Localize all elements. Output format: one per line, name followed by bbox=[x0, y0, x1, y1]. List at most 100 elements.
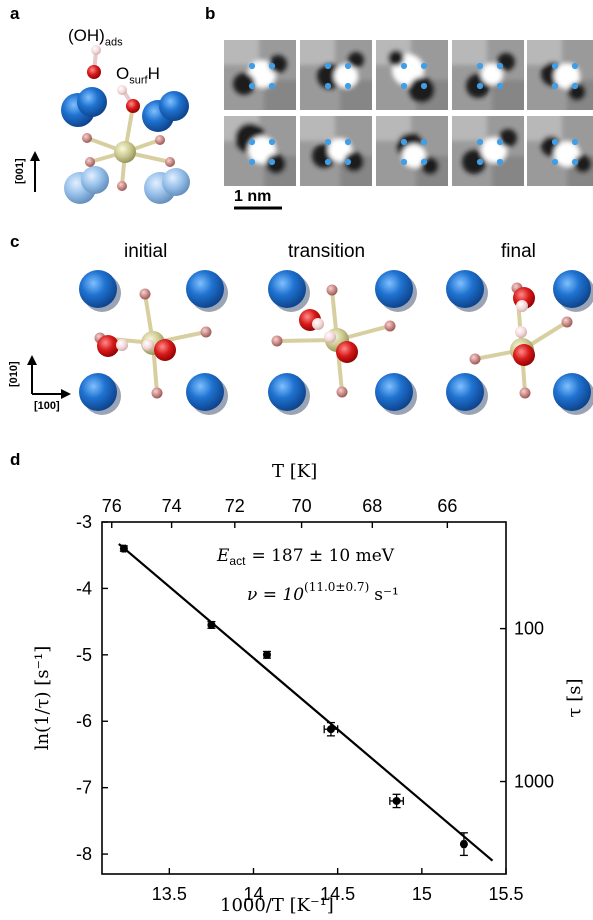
top-tick-label: 70 bbox=[292, 496, 312, 516]
top-tick-label: 68 bbox=[362, 496, 382, 516]
y-tick-label: -3 bbox=[76, 512, 92, 532]
oxygen-atom bbox=[126, 99, 140, 113]
panel-a-structure bbox=[30, 45, 190, 204]
lattice-dot bbox=[324, 138, 332, 146]
lattice-dot bbox=[476, 138, 484, 146]
x-axis-label: 1000/T [K⁻¹] bbox=[220, 895, 334, 916]
lattice-dot bbox=[551, 138, 559, 146]
hydrogen-atom bbox=[324, 331, 336, 343]
marker bbox=[392, 796, 401, 805]
ti-atom bbox=[375, 270, 413, 308]
o-atom bbox=[336, 386, 348, 398]
panel-label-d: d bbox=[10, 450, 21, 469]
o-atom bbox=[155, 135, 165, 145]
lattice-dot bbox=[400, 158, 408, 166]
lattice-dot bbox=[268, 158, 276, 166]
state-structure bbox=[79, 270, 228, 415]
lattice-dot bbox=[420, 82, 428, 90]
x-tick-label: 15.5 bbox=[488, 884, 523, 904]
x-tick-label: 14.5 bbox=[320, 884, 355, 904]
ti-atom-lower bbox=[162, 168, 190, 196]
top-axis-label: T [K] bbox=[272, 461, 317, 482]
ti-atom bbox=[446, 270, 484, 308]
scale-bar-label: 1 nm bbox=[234, 188, 272, 205]
top-tick-label: 66 bbox=[437, 496, 457, 516]
top-tick-label: 72 bbox=[225, 496, 245, 516]
lattice-dot bbox=[248, 158, 256, 166]
lattice-dot bbox=[400, 82, 408, 90]
lattice-dot bbox=[496, 158, 504, 166]
lattice-dot bbox=[496, 62, 504, 70]
state-structure bbox=[268, 270, 417, 415]
panel-label-c: c bbox=[10, 232, 20, 251]
osurf-label: OsurfH bbox=[116, 64, 160, 87]
ti-atom bbox=[446, 373, 484, 411]
lattice-dot bbox=[476, 62, 484, 70]
y-tick-label: -5 bbox=[76, 645, 92, 665]
arrhenius-chart: 13.5 14 14.5 15 15.5 -3 -4 -5 -6 -7 -8 76 74 72 70 68… bbox=[32, 461, 585, 916]
y-tick-label: -7 bbox=[76, 778, 92, 798]
oxygen-atom bbox=[97, 335, 119, 357]
oxygen-atom bbox=[513, 344, 535, 366]
lattice-dot bbox=[496, 82, 504, 90]
hydrogen-atom bbox=[116, 339, 128, 351]
o-atom bbox=[165, 157, 175, 167]
data-point bbox=[323, 721, 339, 737]
ti-atom bbox=[79, 270, 117, 308]
stm-tile bbox=[452, 40, 524, 110]
lattice-dot bbox=[400, 138, 408, 146]
y-tick-label: -4 bbox=[76, 578, 92, 598]
data-point bbox=[262, 650, 271, 659]
lattice-dot bbox=[476, 82, 484, 90]
lattice-dot bbox=[420, 62, 428, 70]
right-tick-label: 1000 bbox=[514, 772, 554, 792]
stm-tile bbox=[527, 116, 593, 186]
state-label-initial: initial bbox=[124, 241, 168, 262]
state-label-final: final bbox=[501, 241, 536, 262]
oxygen-atom bbox=[87, 65, 101, 79]
lattice-dot bbox=[496, 138, 504, 146]
hydrogen-atom bbox=[515, 326, 527, 338]
lattice-dot bbox=[551, 158, 559, 166]
stm-tile bbox=[224, 116, 296, 186]
y-axis-label: ln(1/τ) [s⁻¹] bbox=[32, 646, 53, 751]
y-tick-label: -8 bbox=[76, 844, 92, 864]
o-atom bbox=[82, 133, 92, 143]
ti-atom bbox=[159, 91, 189, 121]
lattice-dot bbox=[551, 82, 559, 90]
stm-tile bbox=[452, 116, 524, 186]
ti-atom bbox=[79, 373, 117, 411]
o-atom bbox=[271, 335, 283, 347]
fit-line bbox=[118, 543, 494, 862]
marker bbox=[459, 840, 468, 849]
hydrogen-atom bbox=[117, 85, 127, 95]
marker bbox=[262, 650, 271, 659]
lattice-dot bbox=[324, 158, 332, 166]
data-point bbox=[389, 793, 404, 809]
hydrogen-atom bbox=[142, 339, 154, 351]
ti-atom bbox=[553, 270, 591, 308]
right-tick-label: 100 bbox=[514, 619, 544, 639]
lattice-dot bbox=[344, 138, 352, 146]
lattice-dot bbox=[420, 138, 428, 146]
data-point bbox=[459, 832, 468, 857]
top-tick-label: 74 bbox=[162, 496, 182, 516]
ti-atom bbox=[77, 87, 107, 117]
oh-ads-label: (OH)ads bbox=[68, 26, 123, 49]
o-atom bbox=[200, 326, 212, 338]
lattice-dot bbox=[248, 62, 256, 70]
ti-atom bbox=[375, 373, 413, 411]
ti-atom bbox=[186, 270, 224, 308]
activation-energy-label: Eact = 187 ± 10 meV bbox=[216, 546, 395, 568]
o-atom bbox=[561, 316, 573, 328]
right-axis-label: τ [s] bbox=[564, 679, 585, 718]
stm-tile bbox=[224, 40, 296, 110]
state-structure bbox=[446, 270, 593, 415]
lattice-dot bbox=[268, 62, 276, 70]
panel-label-b: b bbox=[205, 4, 216, 23]
arrow-head-icon bbox=[61, 389, 71, 399]
plot-frame bbox=[101, 521, 507, 875]
o-atom bbox=[519, 387, 531, 399]
data-point bbox=[207, 620, 216, 629]
panel-c-structures bbox=[27, 270, 593, 415]
